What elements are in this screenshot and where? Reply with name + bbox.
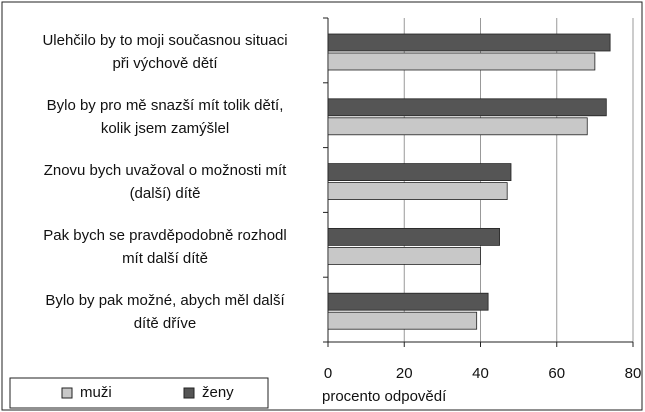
x-axis-label: procento odpovědí bbox=[322, 388, 447, 405]
category-label: Bylo by pak možné, abych měl další dítě … bbox=[45, 291, 285, 332]
bar bbox=[327, 246, 481, 265]
legend-label: ženy bbox=[202, 384, 234, 401]
x-tick-label: 40 bbox=[472, 365, 489, 382]
legend-swatch bbox=[61, 387, 73, 399]
category-label: Bylo by pro mě snazší mít tolik dětí, ko… bbox=[46, 97, 284, 138]
category-label: Pak bych se pravděpodobně rozhodl mít da… bbox=[43, 226, 287, 267]
category-label: Ulehčilo by to moji současnou situaci př… bbox=[42, 32, 288, 73]
x-tick-label: 80 bbox=[625, 365, 642, 382]
bar bbox=[327, 98, 607, 117]
bar bbox=[327, 117, 588, 136]
category-label: Znovu bych uvažoval o možnosti mít (dalš… bbox=[43, 162, 287, 202]
legend-box bbox=[9, 377, 269, 409]
bar bbox=[327, 163, 512, 182]
bar bbox=[327, 227, 500, 246]
x-tick-label: 20 bbox=[396, 365, 413, 382]
bar bbox=[327, 33, 611, 52]
bar bbox=[327, 182, 508, 201]
x-tick-label: 60 bbox=[548, 365, 565, 382]
bar bbox=[327, 52, 596, 71]
legend-swatch bbox=[183, 387, 195, 399]
bar bbox=[327, 292, 489, 311]
x-tick-label: 0 bbox=[324, 365, 332, 382]
bar bbox=[327, 311, 478, 330]
legend-label: muži bbox=[80, 384, 112, 401]
